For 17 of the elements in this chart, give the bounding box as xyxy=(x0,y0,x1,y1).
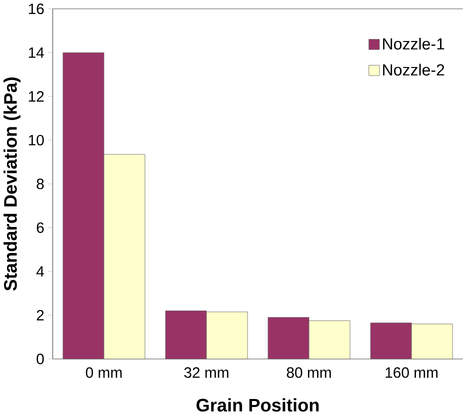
y-tick-label: 16 xyxy=(28,3,44,14)
y-tick-label: 0 xyxy=(36,354,44,364)
y-axis-title: Standard Deviation (kPa) xyxy=(4,77,20,291)
y-tick-label: 10 xyxy=(28,134,44,146)
x-tick-label: 80 mm xyxy=(286,367,331,378)
y-tick-label: 14 xyxy=(28,47,44,58)
x-tick-label: 0 mm xyxy=(86,367,122,378)
y-tick-label: 12 xyxy=(28,91,44,102)
y-tick-label: 6 xyxy=(36,222,44,233)
x-tick-label: 160 mm xyxy=(386,367,438,378)
x-axis-title: Grain Position xyxy=(196,398,319,412)
y-tick-label: 8 xyxy=(36,178,44,190)
y-tick-label: 4 xyxy=(36,266,44,276)
legend-label: Nozzle-2 xyxy=(383,64,444,76)
y-tick-label: 2 xyxy=(36,310,44,320)
x-tick-label: 32 mm xyxy=(184,367,228,378)
legend-label: Nozzle-1 xyxy=(383,38,444,50)
